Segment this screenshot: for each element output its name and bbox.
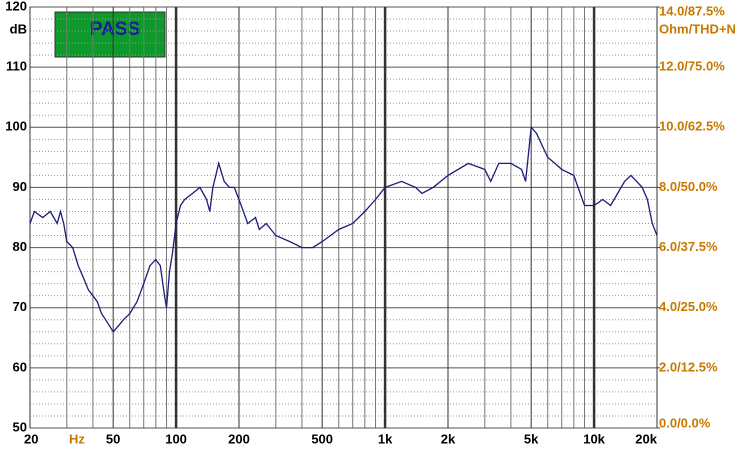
response-line — [29, 125, 658, 333]
y-tick-label: 120 — [5, 0, 27, 13]
x-tick-label: 200 — [228, 431, 250, 446]
x-tick-label: 5k — [524, 431, 539, 446]
y-tick-label: 100 — [5, 119, 27, 134]
x-tick-label: 50 — [106, 431, 120, 446]
badge-text: PASS — [90, 19, 140, 40]
x-unit: Hz — [69, 431, 85, 446]
plot-area — [29, 6, 658, 429]
y2-tick-label: 4.0/25.0% — [659, 299, 718, 314]
y-tick-label: 110 — [6, 59, 27, 74]
y-tick-label: 60 — [13, 359, 27, 374]
x-tick-label: 20k — [635, 431, 657, 446]
pass-badge — [54, 11, 166, 58]
y2-tick-label: 0.0/0.0% — [659, 415, 711, 430]
x-tick-label: 10k — [583, 431, 605, 446]
y-unit: dB — [10, 21, 27, 36]
x-tick-label: 1k — [378, 431, 393, 446]
y2-tick-label: 6.0/37.5% — [659, 239, 718, 254]
y2-tick-label: 8.0/50.0% — [659, 179, 718, 194]
x-tick-label: 2k — [441, 431, 456, 446]
y2-tick-label: 2.0/12.5% — [659, 359, 718, 374]
y2-tick-label: 14.0/87.5% — [659, 3, 725, 18]
y-tick-label: 70 — [13, 299, 27, 314]
y-tick-label: 80 — [13, 239, 27, 254]
y-tick-label: 50 — [13, 419, 27, 434]
y2-label: Ohm/THD+N — [659, 21, 736, 36]
y2-tick-label: 10.0/62.5% — [659, 119, 725, 134]
y2-tick-label: 12.0/75.0% — [659, 59, 725, 74]
x-tick-label: 20 — [24, 431, 38, 446]
x-tick-label: 500 — [311, 431, 333, 446]
y-tick-label: 90 — [13, 179, 27, 194]
x-tick-label: 100 — [165, 431, 187, 446]
